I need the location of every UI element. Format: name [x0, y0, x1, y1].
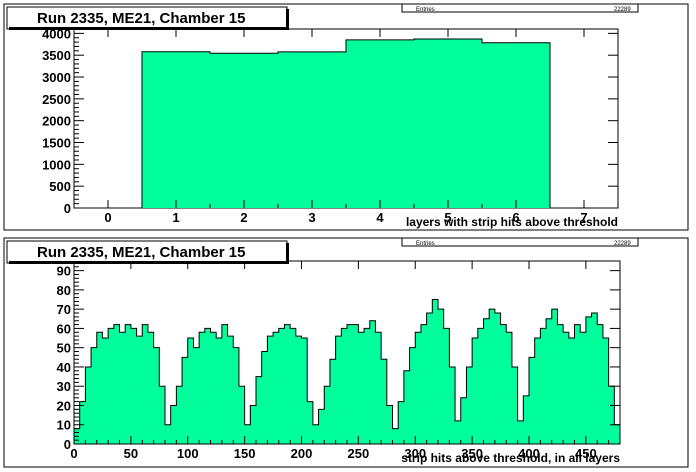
y-tick-label-60: 60 — [57, 321, 71, 336]
y-tick-label-500: 500 — [49, 179, 71, 194]
top-x-ticks: 0 1 2 3 4 5 6 7 — [104, 29, 588, 225]
x-tick-label-350: 350 — [461, 446, 483, 461]
y-tick-label-3500: 3500 — [42, 48, 71, 63]
x-tick-label-250: 250 — [348, 446, 370, 461]
y-tick-label-0: 0 — [64, 201, 71, 216]
y-tick-label-80: 80 — [57, 283, 71, 298]
bottom-title-box: Run 2335, ME21, Chamber 15 — [6, 240, 289, 264]
x-tick-label-50: 50 — [124, 446, 138, 461]
x-tick-label-300: 300 — [404, 446, 426, 461]
y-tick-label-50: 50 — [57, 341, 71, 356]
y-tick-label-0: 0 — [64, 437, 71, 452]
bar-outline — [141, 38, 551, 208]
bottom-x-ticks: 0 50 100 150 200 250 300 350 400 450 — [70, 261, 610, 461]
y-tick-label-30: 30 — [57, 379, 71, 394]
bottom-chart-title: Run 2335, ME21, Chamber 15 — [37, 244, 245, 261]
y-tick-label-1500: 1500 — [42, 136, 71, 151]
x-tick-label-100: 100 — [177, 446, 199, 461]
top-chart-title: Run 2335, ME21, Chamber 15 — [37, 10, 245, 27]
bottom-panel: Entries 22289 0 50 100 150 200 250 300 350 400 45… — [3, 237, 689, 468]
top-panel: Entries 22289 0 1 2 3 4 5 6 7 0 500 1000 1500 2000 2… — [3, 3, 689, 231]
y-tick-label-3000: 3000 — [42, 70, 71, 85]
y-tick-label-20: 20 — [57, 398, 71, 413]
hits-area — [73, 299, 621, 445]
top-title-box: Run 2335, ME21, Chamber 15 — [6, 6, 289, 30]
x-tick-label-5: 5 — [444, 210, 451, 225]
x-tick-label-1: 1 — [172, 210, 179, 225]
bar-2 — [210, 53, 278, 209]
y-tick-label-40: 40 — [57, 360, 71, 375]
bar-1 — [142, 51, 210, 208]
y-tick-label-1000: 1000 — [42, 157, 71, 172]
bar-6 — [482, 42, 550, 208]
top-stats-box: Entries 22289 — [401, 3, 639, 13]
y-tick-label-90: 90 — [57, 264, 71, 279]
x-tick-label-6: 6 — [512, 210, 519, 225]
top-y-ticks: 0 500 1000 1500 2000 2500 3000 3500 4000 — [42, 26, 618, 216]
y-tick-label-2500: 2500 — [42, 92, 71, 107]
x-tick-label-4: 4 — [376, 210, 384, 225]
bottom-stats-label: Entries — [416, 241, 435, 247]
bottom-stats-box: Entries 22289 — [401, 237, 639, 247]
bar-4 — [346, 39, 414, 208]
x-tick-label-3: 3 — [308, 210, 315, 225]
bar-3 — [278, 51, 346, 208]
top-bars — [141, 38, 551, 209]
x-tick-label-0: 0 — [70, 446, 77, 461]
bottom-x-axis-label: strip hits above threshold, in all layer… — [401, 451, 620, 465]
top-stats-value: 22289 — [614, 7, 631, 13]
y-tick-label-2000: 2000 — [42, 114, 71, 129]
bottom-area — [73, 299, 621, 445]
y-tick-label-10: 10 — [57, 418, 71, 433]
x-tick-label-0: 0 — [104, 210, 111, 225]
x-tick-label-400: 400 — [518, 446, 540, 461]
x-tick-label-150: 150 — [234, 446, 256, 461]
y-tick-label-70: 70 — [57, 302, 71, 317]
bottom-stats-value: 22289 — [614, 241, 631, 247]
x-tick-label-7: 7 — [580, 210, 587, 225]
x-tick-label-2: 2 — [240, 210, 247, 225]
top-stats-label: Entries — [416, 7, 435, 13]
bar-5 — [414, 39, 482, 209]
y-tick-label-4000: 4000 — [42, 26, 71, 41]
x-tick-label-450: 450 — [575, 446, 597, 461]
x-tick-label-200: 200 — [291, 446, 313, 461]
top-x-axis-label: layers with strip hits above threshold — [406, 215, 618, 229]
